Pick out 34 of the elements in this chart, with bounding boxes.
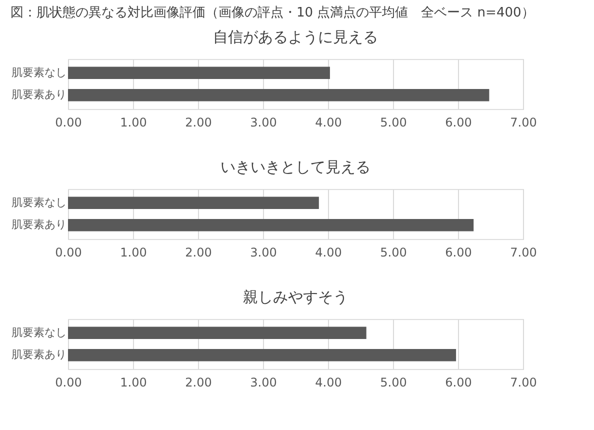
x-tick-label: 6.00	[445, 246, 472, 260]
x-tick-label: 1.00	[120, 116, 147, 130]
y-tick-label: 肌要素あり	[12, 218, 66, 232]
x-tick-label: 5.00	[380, 116, 407, 130]
y-tick-label: 肌要素なし	[12, 196, 66, 209]
x-tick-label: 2.00	[185, 246, 212, 260]
x-tick-label: 4.00	[315, 116, 342, 130]
y-tick-label: 肌要素なし	[12, 326, 66, 339]
x-tick-label: 1.00	[120, 246, 147, 260]
chart-title: 自信があるように見える	[213, 28, 378, 46]
x-tick-label: 6.00	[445, 376, 472, 390]
x-tick-label: 0.00	[55, 116, 82, 130]
x-tick-label: 2.00	[185, 116, 212, 130]
chart-title: いきいきとして見える	[220, 158, 370, 176]
x-tick-label: 1.00	[120, 376, 147, 390]
chart-title: 親しみやすそう	[243, 288, 348, 306]
x-tick-label: 5.00	[380, 246, 407, 260]
x-tick-label: 2.00	[185, 376, 212, 390]
y-tick-label: 肌要素なし	[12, 66, 66, 79]
x-tick-label: 3.00	[250, 246, 277, 260]
y-tick-label: 肌要素あり	[12, 348, 66, 362]
x-tick-label: 4.00	[315, 246, 342, 260]
text: 図：肌状態の異なる対比画像評価（画像の評点・10 点満点の平均値 全ベース n=400）	[10, 4, 534, 20]
x-tick-label: 4.00	[315, 376, 342, 390]
x-tick-label: 0.00	[55, 376, 82, 390]
x-tick-label: 7.00	[510, 246, 537, 260]
x-tick-label: 7.00	[510, 116, 537, 130]
x-tick-label: 3.00	[250, 376, 277, 390]
x-tick-label: 7.00	[510, 376, 537, 390]
x-tick-label: 0.00	[55, 246, 82, 260]
y-tick-label: 肌要素あり	[12, 88, 66, 102]
x-tick-label: 6.00	[445, 116, 472, 130]
x-tick-label: 5.00	[380, 376, 407, 390]
x-tick-label: 3.00	[250, 116, 277, 130]
